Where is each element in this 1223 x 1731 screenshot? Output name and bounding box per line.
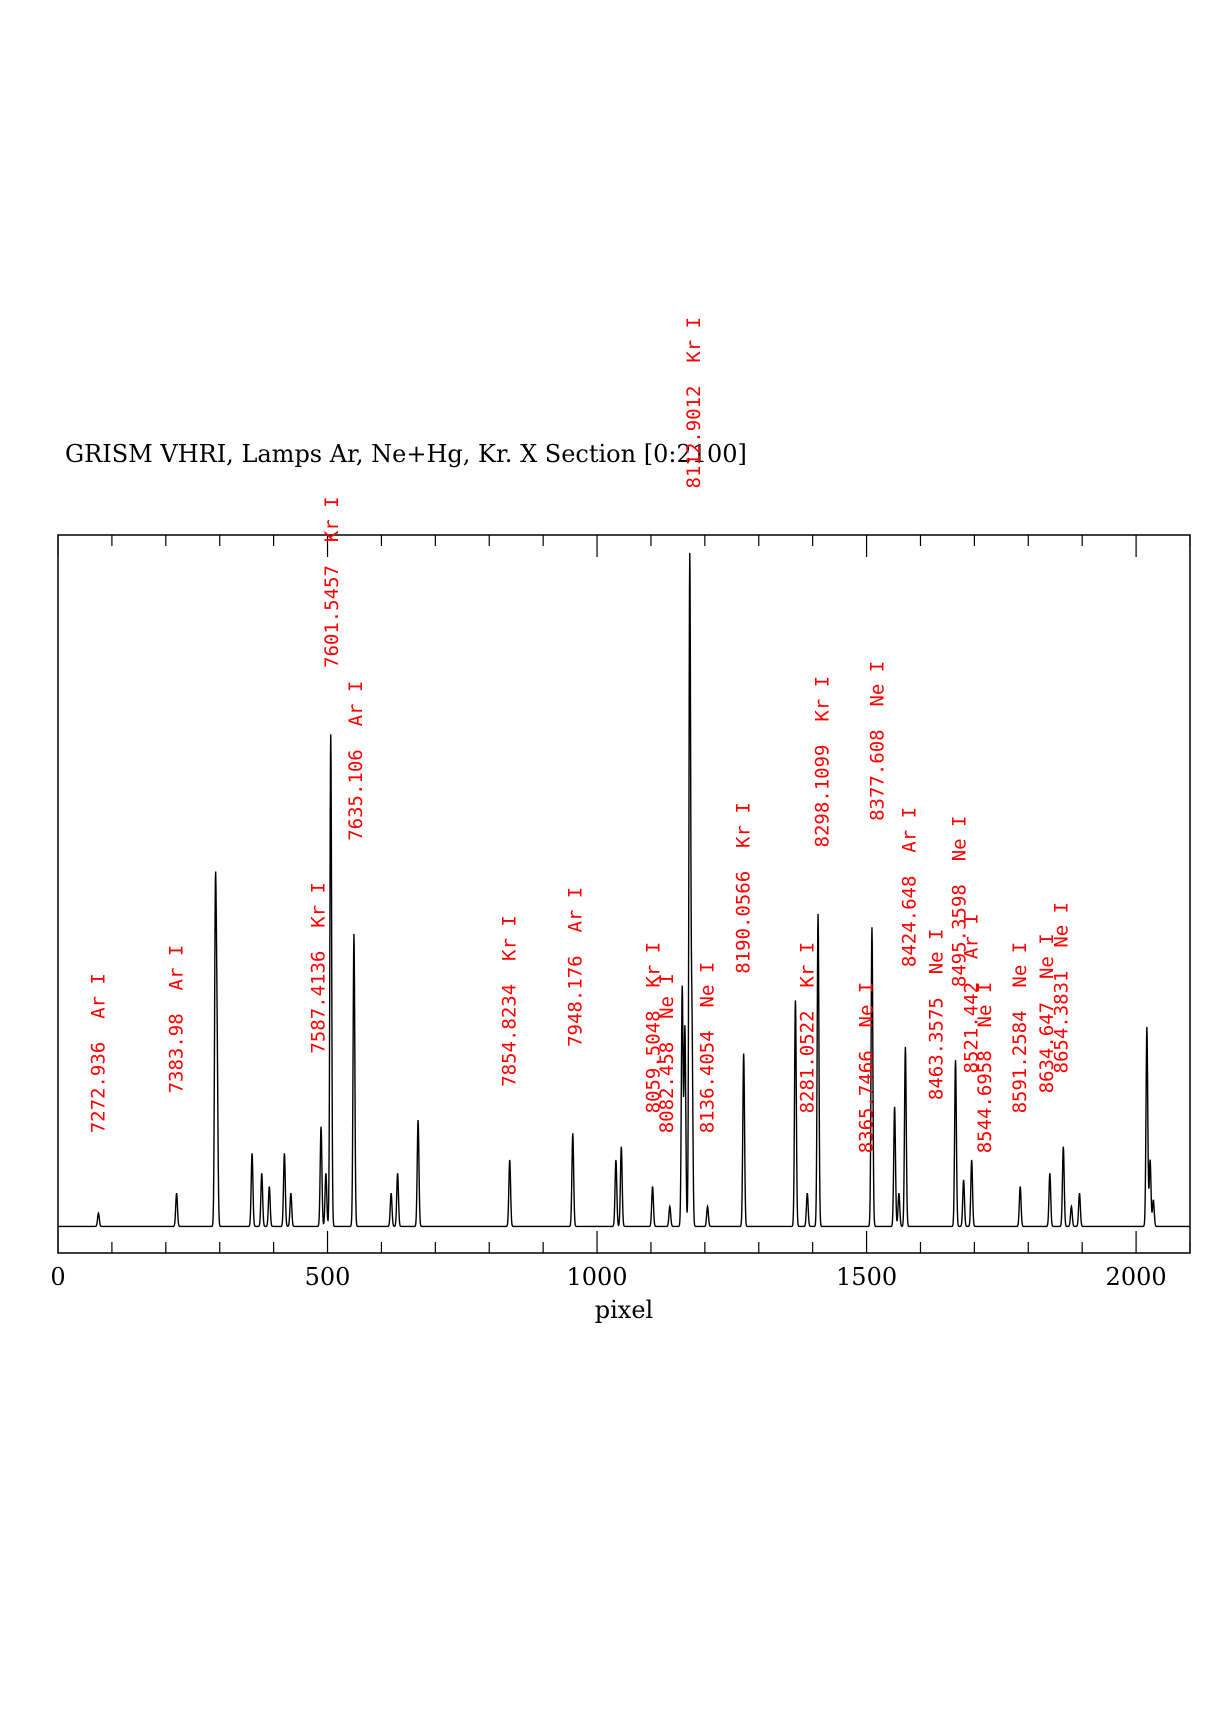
x-tick-label-1500: 1500 bbox=[836, 1263, 897, 1291]
x-axis-label: pixel bbox=[595, 1296, 653, 1324]
line-label-7: 8059.5048 Kr I bbox=[643, 942, 665, 1114]
line-label-19: 8521.442 Ar I bbox=[961, 913, 983, 1073]
line-label-16: 8424.648 Ar I bbox=[899, 807, 921, 967]
line-label-4: 7635.106 Ar I bbox=[345, 681, 367, 841]
x-tick-label-2000: 2000 bbox=[1106, 1263, 1167, 1291]
line-label-14: 8365.7466 Ne I bbox=[856, 982, 878, 1154]
line-label-12: 8281.0522 Kr I bbox=[796, 942, 818, 1114]
spectrum-line bbox=[58, 552, 1190, 1228]
line-label-2: 7587.4136 Kr I bbox=[307, 882, 329, 1054]
line-identification-labels: 7272.936 Ar I 7383.98 Ar I 7587.4136 Kr I 7… bbox=[87, 317, 1072, 1153]
plot-frame bbox=[57, 534, 1191, 1254]
line-label-15: 8377.608 Ne I bbox=[866, 661, 888, 821]
line-label-20: 8544.6958 Ne I bbox=[974, 982, 996, 1154]
x-axis-ticks bbox=[57, 535, 1191, 1253]
line-label-21: 8591.2584 Ne I bbox=[1009, 942, 1031, 1114]
line-label-23: 8654.3831 Ne I bbox=[1051, 902, 1073, 1074]
line-label-17: 8463.3575 Ne I bbox=[926, 929, 948, 1101]
line-label-10: 8136.4054 Ne I bbox=[697, 962, 719, 1134]
x-tick-label-500: 500 bbox=[305, 1263, 351, 1291]
x-tick-label-1000: 1000 bbox=[567, 1263, 628, 1291]
line-label-6: 7948.176 Ar I bbox=[565, 887, 587, 1047]
line-label-9: 8112.9012 Kr I bbox=[683, 317, 705, 489]
line-label-11: 8190.0566 Kr I bbox=[733, 802, 755, 974]
line-label-22: 8634.647 Ne I bbox=[1036, 933, 1058, 1093]
x-tick-label-0: 0 bbox=[50, 1263, 65, 1291]
line-label-1: 7383.98 Ar I bbox=[166, 945, 188, 1094]
line-label-13: 8298.1099 Kr I bbox=[811, 676, 833, 848]
x-axis-tick-labels: 0 500 1000 1500 2000 bbox=[50, 1263, 1166, 1291]
line-label-5: 7854.8234 Kr I bbox=[499, 915, 521, 1087]
chart-title: GRISM VHRI, Lamps Ar, Ne+Hg, Kr. X Secti… bbox=[65, 440, 747, 468]
line-label-18: 8495.3598 Ne I bbox=[948, 816, 970, 988]
line-label-8: 8082.458 Ne I bbox=[656, 973, 678, 1133]
line-label-3: 7601.5457 Kr I bbox=[321, 496, 343, 668]
line-label-0: 7272.936 Ar I bbox=[87, 973, 109, 1133]
